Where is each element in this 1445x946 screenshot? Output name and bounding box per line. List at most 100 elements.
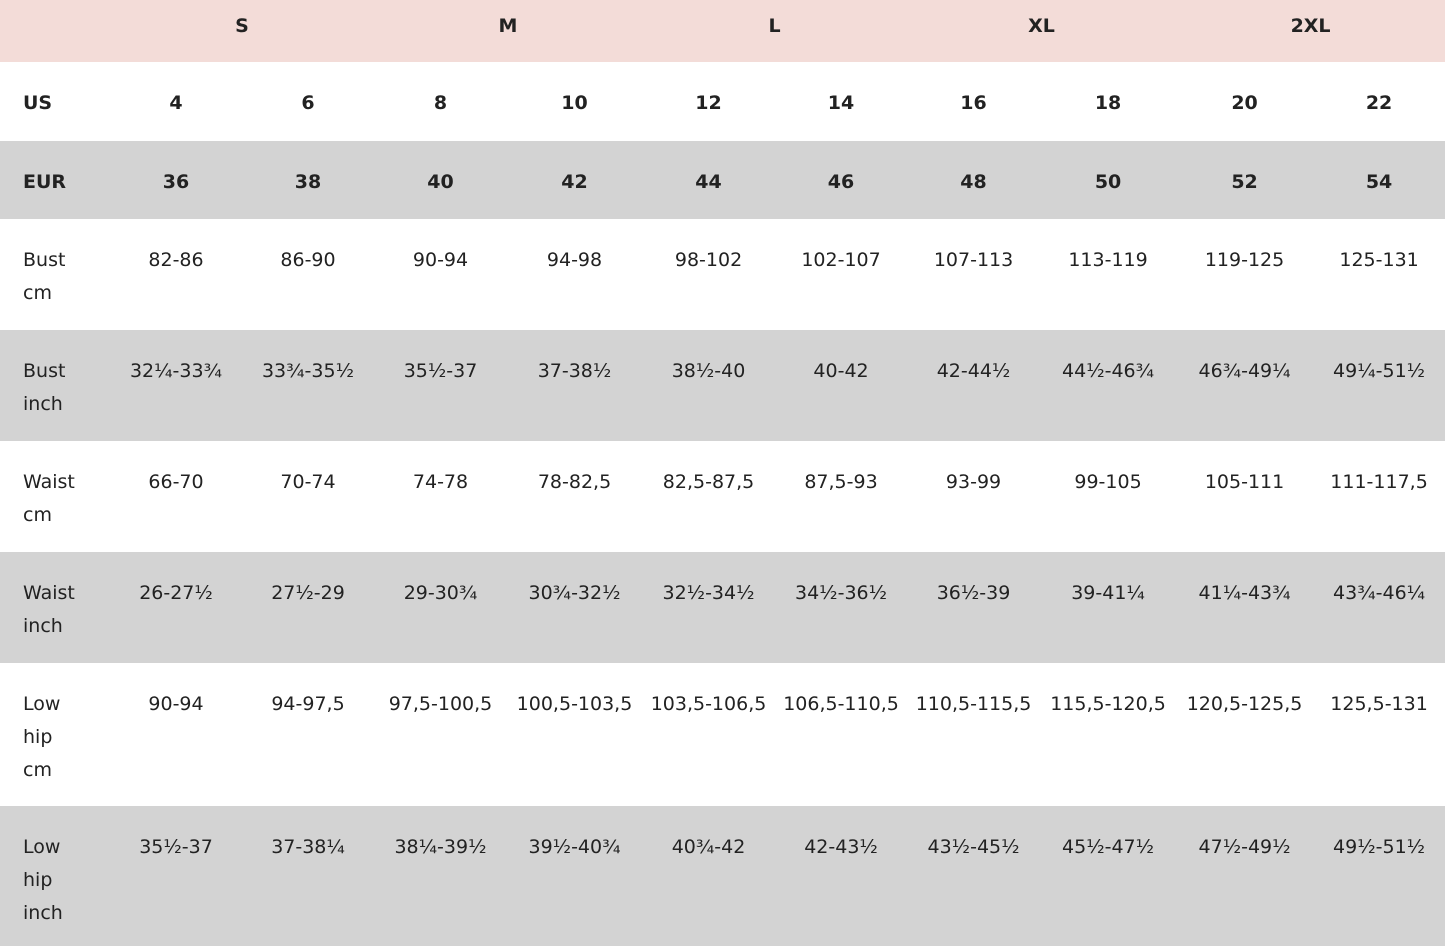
size-value: 74-78 bbox=[412, 471, 469, 493]
size-value: 94-97,5 bbox=[271, 693, 345, 715]
size-value: 36 bbox=[110, 141, 242, 219]
size-header: XL bbox=[907, 0, 1177, 62]
size-value: 50 bbox=[1040, 141, 1177, 219]
size-value: 34½-36½ bbox=[775, 552, 908, 663]
size-value: 10 bbox=[561, 92, 588, 114]
size-value: 26-27½ bbox=[110, 552, 242, 663]
size-value: 66-70 bbox=[148, 471, 204, 493]
size-value: 42-43½ bbox=[775, 806, 908, 946]
size-value: 110,5-115,5 bbox=[915, 693, 1032, 715]
row-label-cell: US bbox=[0, 62, 110, 141]
size-value: 6 bbox=[301, 92, 315, 114]
size-value: 20 bbox=[1231, 92, 1258, 114]
size-value: 105-111 bbox=[1204, 471, 1285, 493]
size-value: 36½-39 bbox=[907, 552, 1041, 663]
size-value: 40 bbox=[374, 141, 507, 219]
size-value: 107-113 bbox=[933, 249, 1014, 271]
row-label-cell: Waist cm bbox=[0, 441, 110, 552]
size-value: 16 bbox=[960, 92, 987, 114]
size-value: 33¾-35½ bbox=[242, 330, 374, 441]
row-label: Low hip cm bbox=[23, 693, 61, 781]
size-value: 30¾-32½ bbox=[507, 552, 643, 663]
size-value: 40-42 bbox=[775, 330, 908, 441]
size-value: 46¾-49¼ bbox=[1176, 330, 1314, 441]
size-value: 18 bbox=[1094, 92, 1122, 114]
row-label: Bust inch bbox=[23, 360, 66, 415]
size-value: 93-99 bbox=[945, 471, 1002, 493]
row-label: EUR bbox=[23, 171, 67, 193]
size-value: 35½-37 bbox=[374, 330, 507, 441]
size-value: 103,5-106,5 bbox=[650, 693, 767, 715]
size-value: 46 bbox=[775, 141, 908, 219]
size-value: 120,5-125,5 bbox=[1186, 693, 1303, 715]
size-value: 44 bbox=[642, 141, 776, 219]
size-value: 38 bbox=[242, 141, 374, 219]
row-label-cell: EUR bbox=[0, 141, 110, 219]
size-value: 90-94 bbox=[148, 693, 204, 715]
size-value: 37-38¼ bbox=[242, 806, 374, 946]
size-value: 42 bbox=[507, 141, 643, 219]
size-value: 106,5-110,5 bbox=[783, 693, 899, 715]
size-value: 35½-37 bbox=[110, 806, 242, 946]
size-value: 115,5-120,5 bbox=[1050, 693, 1166, 715]
size-value: 32¼-33¾ bbox=[110, 330, 242, 441]
size-value: 70-74 bbox=[280, 471, 336, 493]
size-value: 39½-40¾ bbox=[507, 806, 643, 946]
size-header: S bbox=[110, 0, 374, 62]
size-value: 45½-47½ bbox=[1040, 806, 1177, 946]
row-label-cell: Bust cm bbox=[0, 219, 110, 330]
size-row: Low hip inch 35½-37 37-38¼ 38¼-39½ 39½-40¾ 40… bbox=[0, 806, 1445, 946]
size-value: 49¼-51½ bbox=[1313, 330, 1445, 441]
size-value: 125,5-131 bbox=[1330, 693, 1428, 715]
size-value: 4 bbox=[169, 92, 183, 114]
row-label: Bust cm bbox=[23, 249, 66, 304]
size-value: 82-86 bbox=[148, 249, 204, 271]
size-row: Waist inch 26-27½ 27½-29 29-30¾ 30¾-32½ 32½-3… bbox=[0, 552, 1445, 663]
row-label: US bbox=[23, 92, 53, 114]
size-value: 90-94 bbox=[412, 249, 469, 271]
row-label-cell: Low hip inch bbox=[0, 806, 110, 946]
size-value: 113-119 bbox=[1068, 249, 1148, 271]
size-value: 52 bbox=[1176, 141, 1314, 219]
size-value: 43¾-46¼ bbox=[1313, 552, 1445, 663]
size-value: 119-125 bbox=[1204, 249, 1285, 271]
size-value: 38¼-39½ bbox=[374, 806, 507, 946]
size-row: US 4 6 8 10 12 14 16 18 20 22 bbox=[0, 62, 1445, 141]
size-value: 87,5-93 bbox=[804, 471, 878, 493]
size-value: 29-30¾ bbox=[374, 552, 507, 663]
size-value: 47½-49½ bbox=[1176, 806, 1314, 946]
size-value: 48 bbox=[907, 141, 1041, 219]
row-label: Waist cm bbox=[23, 471, 75, 526]
size-value: 100,5-103,5 bbox=[516, 693, 633, 715]
size-value: 102-107 bbox=[801, 249, 881, 271]
size-header: 2XL bbox=[1176, 0, 1445, 62]
size-value: 8 bbox=[433, 92, 448, 114]
size-value: 41¼-43¾ bbox=[1176, 552, 1314, 663]
size-value: 42-44½ bbox=[907, 330, 1041, 441]
size-value: 49½-51½ bbox=[1313, 806, 1445, 946]
size-value: 37-38½ bbox=[507, 330, 643, 441]
size-value: 78-82,5 bbox=[537, 471, 612, 493]
size-row: Low hip cm 90-94 94-97,5 97,5-100,5 100,5-10… bbox=[0, 663, 1445, 806]
row-label-cell: Waist inch bbox=[0, 552, 110, 663]
size-header: M bbox=[374, 0, 643, 62]
size-value: 43½-45½ bbox=[907, 806, 1041, 946]
size-value: 125-131 bbox=[1339, 249, 1419, 271]
size-row: Bust cm 82-86 86-90 90-94 94-98 98-102 102-107… bbox=[0, 219, 1445, 330]
size-header: L bbox=[642, 0, 908, 62]
corner-cell bbox=[0, 0, 110, 62]
size-value: 99-105 bbox=[1074, 471, 1142, 493]
row-label-cell: Bust inch bbox=[0, 330, 110, 441]
size-value: 54 bbox=[1313, 141, 1445, 219]
size-value: 82,5-87,5 bbox=[662, 471, 755, 493]
size-row: EUR 36 38 40 42 44 46 48 50 52 54 bbox=[0, 141, 1445, 219]
row-label-cell: Low hip cm bbox=[0, 663, 110, 806]
size-value: 14 bbox=[827, 92, 855, 114]
size-row: Bust inch 32¼-33¾ 33¾-35½ 35½-37 37-38½ 38½-4… bbox=[0, 330, 1445, 441]
size-value: 32½-34½ bbox=[642, 552, 776, 663]
row-label: Low hip inch bbox=[23, 836, 63, 924]
size-value: 39-41¼ bbox=[1040, 552, 1177, 663]
size-value: 44½-46¾ bbox=[1040, 330, 1177, 441]
